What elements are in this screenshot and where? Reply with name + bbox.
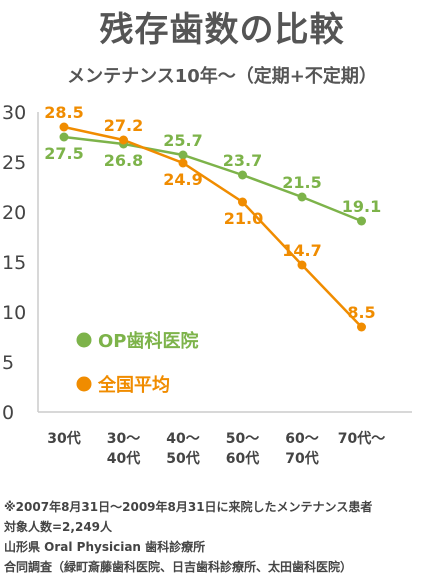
data-point [119,135,128,145]
legend-marker [76,376,92,392]
line-chart: 0 5 10 15 20 25 30 30代 30～ 40代 40～ 50代 50～ 60代 60～ 70代 7… [2,102,412,467]
y-tick-label: 20 [2,202,26,224]
data-label: 19.1 [342,197,381,216]
note-line: 対象人数=2,249人 [4,520,113,534]
series-line-2 [63,125,363,328]
series-line-1 [63,135,362,223]
data-point [238,197,247,207]
x-tick-label: 40～ 50代 [166,431,199,467]
legend-label: OP歯科医院 [98,330,199,352]
note-line: ※2007年8月31日～2009年8月31日に来院したメンテナンス患者 [4,500,373,514]
data-label: 23.7 [223,151,262,170]
data-point [297,260,307,270]
data-label: 14.7 [282,241,321,260]
data-label: 27.5 [44,144,83,163]
data-label: 27.2 [104,116,143,135]
chart-title: 残存歯数の比較 [99,10,345,50]
data-point [178,158,188,168]
y-tick-label: 0 [2,402,14,424]
y-tick-label: 15 [2,252,26,274]
x-tick-label: 30代 [47,430,80,447]
note-line: 合同調査（緑町斎藤歯科医院、日吉歯科診療所、太田歯科医院） [4,560,353,574]
chart-notes: ※2007年8月31日～2009年8月31日に来院したメンテナンス患者 対象人数… [4,497,444,577]
data-label: 21.5 [282,173,321,192]
data-point [59,132,69,142]
data-label: 25.7 [163,131,202,150]
data-point [357,322,366,332]
y-tick-label: 5 [2,352,14,374]
x-tick-label: 70代～ [338,430,385,447]
data-point [59,122,69,132]
legend-label: 全国平均 [97,374,170,396]
data-point [297,192,307,202]
x-tick-label: 50～ 60代 [226,431,259,467]
data-point [357,216,366,226]
data-label: 21.0 [224,209,263,228]
x-tick-label: 60～ 70代 [285,431,318,467]
data-point [238,170,247,180]
y-tick-label: 10 [2,302,26,324]
y-tick-label: 30 [2,102,26,124]
note-line: 山形県 Oral Physician 歯科診療所 [4,540,206,554]
data-label: 8.5 [347,303,375,322]
data-label: 28.5 [44,103,83,122]
y-tick-label: 25 [2,152,26,174]
data-point [178,150,188,160]
chart-subtitle: メンテナンス10年～（定期+不定期） [67,66,377,87]
x-tick-label: 30～ 40代 [107,431,140,467]
data-label: 24.9 [163,170,202,189]
data-label: 26.8 [104,151,143,170]
legend-marker [76,332,92,348]
